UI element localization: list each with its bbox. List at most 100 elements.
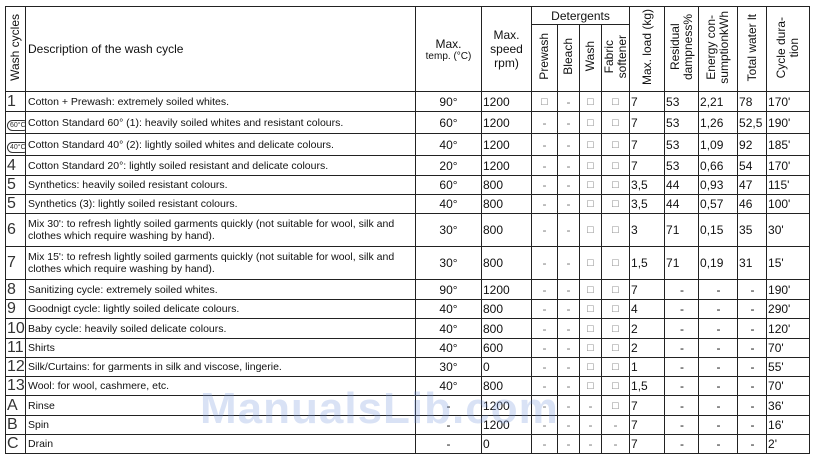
table-row: 40°C Cotton Standard 40° (2): lightly soi… <box>5 133 811 156</box>
row-load: 3,5 <box>629 175 666 195</box>
row-fabric-softener: □ <box>600 279 631 300</box>
row-bleach: - <box>557 133 580 156</box>
row-bleach: - <box>557 434 580 454</box>
row-fabric-softener: □ <box>600 357 631 377</box>
row-prewash: - <box>531 213 558 247</box>
row-wash: □ <box>579 155 602 176</box>
row-residual: - <box>664 357 700 377</box>
row-wash: - <box>579 434 602 454</box>
table-row: 5 Synthetics: heavily soiled resistant co… <box>5 175 811 195</box>
header-energy: Energy con-sumptionkWh <box>698 6 739 92</box>
row-load: 1 <box>629 357 666 377</box>
header-max-temp: Max. temp. (°C) <box>415 6 482 92</box>
row-speed: 800 <box>481 299 532 319</box>
row-bleach: - <box>557 415 580 435</box>
temperature-icon: 60°C <box>7 119 25 131</box>
row-prewash: - <box>531 194 558 214</box>
row-fabric-softener: - <box>600 434 631 454</box>
row-residual: - <box>664 279 700 300</box>
row-fabric-softener: □ <box>600 376 631 396</box>
row-number: 12 <box>5 357 26 377</box>
header-detergents: Detergents <box>530 6 631 25</box>
row-number: 60°C <box>5 111 26 134</box>
row-number: 5 <box>5 175 26 195</box>
row-energy: 0,93 <box>698 175 739 195</box>
row-energy: - <box>698 338 739 358</box>
row-prewash: - <box>531 395 558 416</box>
row-duration: 2' <box>766 434 811 454</box>
row-water: 46 <box>737 194 768 214</box>
row-speed: 1200 <box>481 279 532 300</box>
header-max-load: Max. load (kg) <box>629 6 666 92</box>
header-wash-cycles: Wash cycles <box>5 6 26 92</box>
table-row: 13 Wool: for wool, cashmere, etc. 40° 800- -… <box>5 376 811 396</box>
row-description: Sanitizing cycle: extremely soiled white… <box>25 279 416 300</box>
row-duration: 100' <box>766 194 811 214</box>
row-water: - <box>737 376 768 396</box>
row-fabric-softener: □ <box>600 213 631 247</box>
row-speed: 1200 <box>481 91 532 112</box>
row-fabric-softener: □ <box>600 91 631 112</box>
row-description: Mix 15': to refresh lightly soiled garme… <box>25 246 416 280</box>
row-number: 4 <box>5 155 26 176</box>
row-temp: 30° <box>415 213 482 247</box>
row-temp: 20° <box>415 155 482 176</box>
row-duration: 36' <box>766 395 811 416</box>
row-duration: 190' <box>766 111 811 134</box>
row-temp: - <box>415 434 482 454</box>
row-prewash: - <box>531 376 558 396</box>
row-energy: - <box>698 395 739 416</box>
row-fabric-softener: □ <box>600 299 631 319</box>
row-wash: □ <box>579 376 602 396</box>
row-speed: 0 <box>481 357 532 377</box>
row-duration: 15' <box>766 246 811 280</box>
row-water: - <box>737 357 768 377</box>
row-fabric-softener: □ <box>600 338 631 358</box>
row-temp: 40° <box>415 194 482 214</box>
row-load: 7 <box>629 279 666 300</box>
row-temp: 30° <box>415 357 482 377</box>
row-description: Spin <box>25 415 416 435</box>
table-row: 6 Mix 30': to refresh lightly soiled garm… <box>5 213 811 247</box>
row-duration: 185' <box>766 133 811 156</box>
row-duration: 290' <box>766 299 811 319</box>
header-wash: Wash <box>579 24 602 92</box>
row-duration: 170' <box>766 91 811 112</box>
row-speed: 1200 <box>481 395 532 416</box>
row-energy: 0,15 <box>698 213 739 247</box>
row-load: 2 <box>629 338 666 358</box>
row-water: 92 <box>737 133 768 156</box>
row-temp: - <box>415 395 482 416</box>
row-load: 7 <box>629 415 666 435</box>
row-prewash: - <box>531 434 558 454</box>
row-bleach: - <box>557 299 580 319</box>
header-description: Description of the wash cycle <box>25 6 416 92</box>
row-wash: □ <box>579 246 602 280</box>
row-prewash: - <box>531 175 558 195</box>
row-energy: - <box>698 357 739 377</box>
row-number: 10 <box>5 318 26 339</box>
row-number: 7 <box>5 246 26 280</box>
row-residual: 53 <box>664 91 700 112</box>
row-temp: 90° <box>415 279 482 300</box>
row-prewash: - <box>531 111 558 134</box>
row-number: 8 <box>5 279 26 300</box>
row-duration: 70' <box>766 338 811 358</box>
row-duration: 120' <box>766 318 811 339</box>
row-water: 47 <box>737 175 768 195</box>
row-load: 7 <box>629 91 666 112</box>
row-number: 6 <box>5 213 26 247</box>
table-row: 5 Synthetics (3): lightly soiled resistan… <box>5 194 811 214</box>
row-wash: □ <box>579 338 602 358</box>
row-bleach: - <box>557 213 580 247</box>
row-water: - <box>737 318 768 339</box>
row-prewash: - <box>531 415 558 435</box>
row-residual: 44 <box>664 175 700 195</box>
row-fabric-softener: □ <box>600 111 631 134</box>
row-description: Wool: for wool, cashmere, etc. <box>25 376 416 396</box>
table-row: 9 Goodnigt cycle: lightly soiled delicate… <box>5 299 811 319</box>
row-residual: 53 <box>664 155 700 176</box>
header-fabric-softener: Fabric softener <box>600 24 631 92</box>
row-load: 1,5 <box>629 376 666 396</box>
row-energy: - <box>698 415 739 435</box>
